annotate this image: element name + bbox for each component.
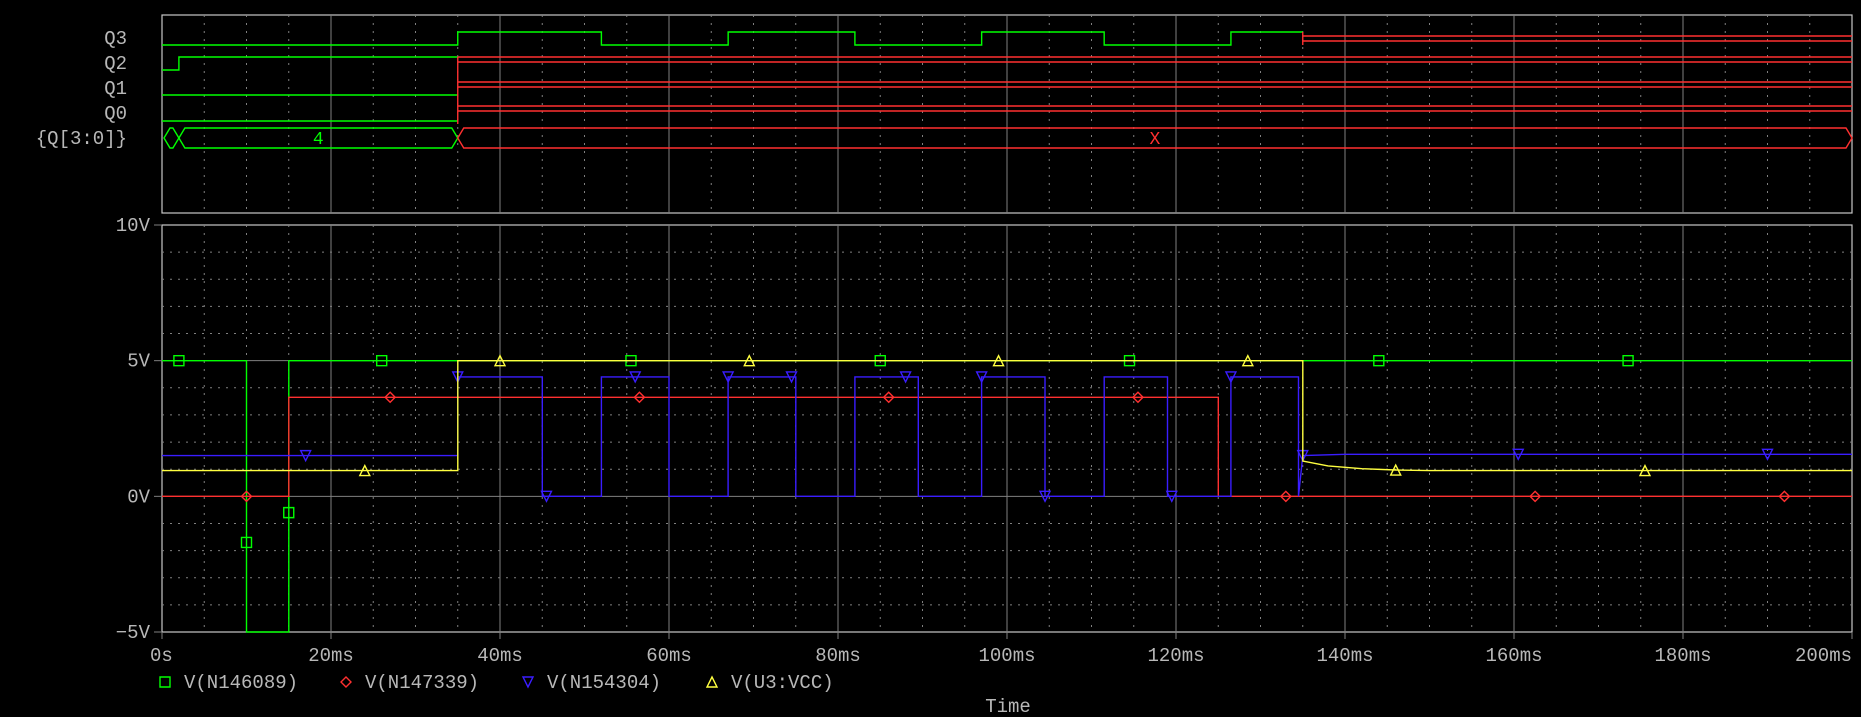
legend-label: V(N147339) <box>365 672 479 694</box>
series-marker <box>1638 463 1652 477</box>
series-marker <box>240 490 253 503</box>
digital-signal-label: Q2 <box>104 53 127 75</box>
legend: V(N146089) V(N147339) V(N154304) V(U3:VCC) <box>159 672 834 694</box>
q3-trace <box>162 31 1303 46</box>
series-marker <box>173 354 185 367</box>
bus-segment-unknown <box>456 127 1853 149</box>
y-tick-label: 10V <box>116 215 151 237</box>
x-axis-title: Time <box>985 696 1031 717</box>
legend-marker <box>159 676 171 688</box>
legend-marker <box>340 676 352 688</box>
series-marker <box>540 490 553 503</box>
series-marker <box>1373 354 1385 367</box>
y-tick-label: 5V <box>127 351 150 373</box>
digital-signal-label: Q3 <box>104 28 127 50</box>
series-marker <box>1389 463 1402 476</box>
x-tick-label: 200ms <box>1795 645 1852 667</box>
legend-label: V(N146089) <box>184 672 298 694</box>
x-tick-label: 40ms <box>477 645 523 667</box>
y-axis-tick-labels: 10V 5V 0V −5V <box>116 215 162 644</box>
bus-segment-initial <box>163 127 180 149</box>
series-marker <box>1512 448 1525 461</box>
series-marker <box>1123 354 1136 367</box>
series-marker <box>629 371 642 384</box>
series-marker <box>625 354 637 367</box>
series-line-v-n154304- <box>162 376 1852 497</box>
x-tick-label: 60ms <box>646 645 692 667</box>
analog-grid <box>162 225 1852 632</box>
series-marker <box>283 506 295 519</box>
x-tick-label: 160ms <box>1485 645 1542 667</box>
series-marker <box>743 354 756 367</box>
y-tick-label: −5V <box>116 622 151 644</box>
digital-signal-label: Q1 <box>104 78 127 100</box>
bus-value-label: 4 <box>313 130 324 150</box>
series-marker <box>240 536 253 549</box>
series-marker <box>882 391 895 404</box>
analog-series <box>162 354 1852 633</box>
bus-label: {Q[3:0]} <box>36 128 127 150</box>
x-tick-label: 180ms <box>1654 645 1711 667</box>
series-marker <box>1165 490 1178 503</box>
series-marker <box>874 354 886 367</box>
series-line-v-n147339- <box>162 396 1852 497</box>
series-marker <box>1131 391 1144 404</box>
digital-signal-label: Q0 <box>104 103 127 125</box>
series-marker <box>1038 490 1052 503</box>
series-marker <box>493 354 507 367</box>
q2-trace <box>162 56 458 71</box>
x-tick-label: 120ms <box>1147 645 1204 667</box>
series-marker <box>975 371 988 384</box>
x-tick-label: 100ms <box>978 645 1035 667</box>
series-marker <box>1761 448 1774 461</box>
series-marker <box>1279 490 1292 503</box>
series-marker <box>1778 490 1791 503</box>
series-marker <box>785 371 798 384</box>
x-tick-label: 140ms <box>1316 645 1373 667</box>
x-tick-label: 80ms <box>815 645 861 667</box>
legend-label: V(U3:VCC) <box>731 672 834 694</box>
series-marker <box>1224 371 1238 384</box>
series-marker <box>1622 354 1634 367</box>
series-marker <box>992 354 1005 367</box>
series-marker <box>358 463 371 477</box>
series-marker <box>299 449 312 463</box>
series-marker <box>633 391 646 404</box>
x-tick-label: 20ms <box>308 645 354 667</box>
series-marker <box>899 371 912 384</box>
series-marker <box>1529 490 1542 503</box>
x-tick-label: 0s <box>150 645 173 667</box>
digital-signal-labels: Q3 Q2 Q1 Q0 {Q[3:0]} <box>36 28 127 150</box>
legend-marker <box>521 676 535 689</box>
series-marker <box>1241 354 1254 367</box>
y-tick-label: 0V <box>127 486 150 508</box>
x-axis-tick-labels: 0s 20ms 40ms 60ms 80ms 100ms 120ms 140ms 160ms 18… <box>150 632 1853 667</box>
series-marker <box>722 371 735 384</box>
legend-label: V(N154304) <box>547 672 661 694</box>
series-marker <box>376 354 388 367</box>
bus-value-label: X <box>1149 130 1160 150</box>
analog-panel: 10V 5V 0V −5V 0s 20ms 40ms 60ms 80ms 100ms 120ms 1… <box>116 215 1853 667</box>
series-line-v-u3-vcc- <box>162 360 1852 472</box>
digital-grid <box>203 15 1811 213</box>
legend-marker <box>705 675 719 688</box>
series-marker <box>384 391 397 404</box>
